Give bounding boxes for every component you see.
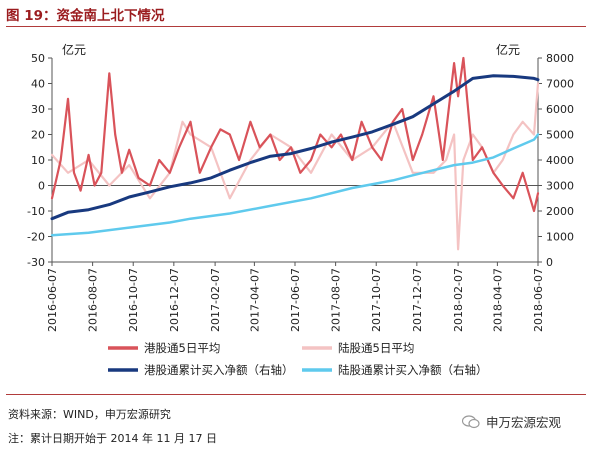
series-line-hkcum — [50, 74, 540, 221]
footnote: 注：累计日期开始于 2014 年 11 月 17 日 — [8, 432, 217, 445]
x-tick-label: 2017-10-07 — [370, 268, 383, 332]
right-tick-label: 8000 — [546, 52, 574, 65]
x-tick-label: 2016-10-07 — [127, 268, 140, 332]
left-tick-label: 20 — [31, 129, 45, 142]
right-tick-label: 7000 — [546, 78, 574, 91]
left-tick-label: -30 — [27, 256, 45, 269]
left-tick-label: 50 — [31, 52, 45, 65]
wechat-icon — [461, 414, 480, 429]
x-tick-label: 2018-06-07 — [532, 268, 545, 332]
x-tick-label: 2016-06-07 — [46, 268, 59, 332]
left-tick-label: 10 — [31, 154, 45, 167]
title-divider — [6, 26, 586, 27]
left-tick-label: 40 — [31, 78, 45, 91]
x-tick-label: 2018-02-07 — [452, 268, 465, 332]
x-tick-label: 2017-02-07 — [209, 268, 222, 332]
source-note: 资料来源：WIND，申万宏源研究 — [8, 408, 171, 421]
right-tick-label: 5000 — [546, 129, 574, 142]
right-tick-label: 0 — [546, 256, 553, 269]
series-line-shcum — [50, 133, 540, 237]
legend-label-hk5: 港股通5日平均 — [144, 341, 220, 355]
right-tick-label: 2000 — [546, 205, 574, 218]
watermark-text: 申万宏源宏观 — [486, 415, 562, 430]
watermark: 申万宏源宏观 — [461, 412, 562, 431]
left-axis-unit: 亿元 — [62, 42, 86, 57]
left-tick-label: -20 — [27, 231, 45, 244]
legend-label-sh5: 陆股通5日平均 — [338, 341, 414, 355]
figure-title: 图 19：资金南上北下情况 — [6, 8, 165, 24]
x-tick-label: 2017-08-07 — [330, 268, 343, 332]
right-tick-label: 6000 — [546, 103, 574, 116]
series-line-hk5 — [50, 56, 540, 213]
left-tick-label: -10 — [27, 205, 45, 218]
left-tick-label: 30 — [31, 103, 45, 116]
right-tick-label: 3000 — [546, 180, 574, 193]
left-tick-label: 0 — [38, 180, 45, 193]
right-tick-label: 4000 — [546, 154, 574, 167]
x-tick-label: 2016-12-07 — [168, 268, 181, 332]
legend-label-hkcum: 港股通累计买入净额（右轴） — [144, 363, 294, 377]
x-tick-label: 2017-06-07 — [289, 268, 302, 332]
legend-label-shcum: 陆股通累计买入净额（右轴） — [338, 363, 488, 377]
source-divider — [6, 394, 586, 395]
x-tick-label: 2017-04-07 — [248, 268, 261, 332]
right-tick-label: 1000 — [546, 231, 574, 244]
right-axis-unit: 亿元 — [496, 42, 520, 57]
x-tick-label: 2017-12-07 — [411, 268, 424, 332]
x-tick-label: 2018-04-07 — [491, 268, 504, 332]
x-tick-label: 2016-08-07 — [87, 268, 100, 332]
